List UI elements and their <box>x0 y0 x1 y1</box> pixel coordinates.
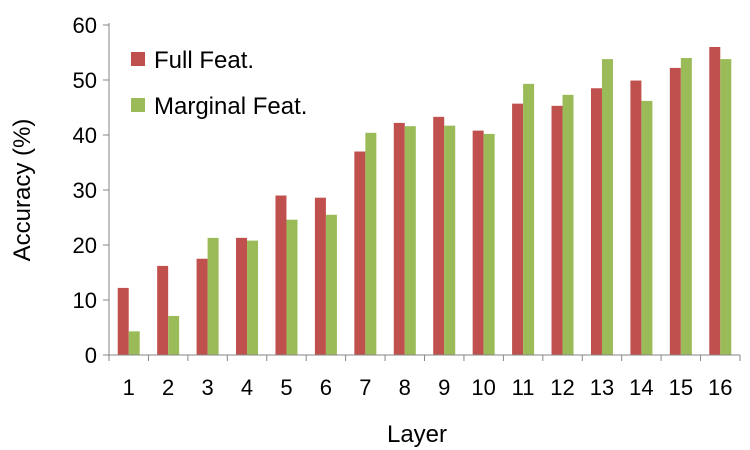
x-tick-label: 10 <box>471 375 495 400</box>
x-tick-label: 13 <box>590 375 614 400</box>
x-tick-label: 2 <box>162 375 174 400</box>
bar-full-layer-1 <box>117 287 129 355</box>
legend-swatch-full <box>131 52 145 66</box>
bar-marginal-layer-7 <box>365 132 377 355</box>
x-tick-label: 16 <box>708 375 732 400</box>
y-tick-label: 20 <box>73 233 97 258</box>
bar-marginal-layer-4 <box>247 240 259 355</box>
bar-marginal-layer-8 <box>404 126 416 355</box>
bar-marginal-layer-3 <box>207 237 219 355</box>
bar-full-layer-13 <box>590 88 602 355</box>
x-tick-label: 4 <box>241 375 253 400</box>
y-tick-label: 60 <box>73 13 97 38</box>
x-tick-label: 3 <box>201 375 213 400</box>
bar-full-layer-3 <box>196 258 208 355</box>
y-tick-label: 0 <box>85 343 97 368</box>
x-tick-label: 6 <box>320 375 332 400</box>
y-tick-label: 30 <box>73 178 97 203</box>
legend: Full Feat. Marginal Feat. <box>131 47 307 120</box>
bar-full-layer-12 <box>551 105 563 355</box>
y-tick-label: 40 <box>73 123 97 148</box>
bar-full-layer-7 <box>354 151 366 355</box>
bar-marginal-layer-15 <box>680 58 692 355</box>
x-tick-label: 9 <box>438 375 450 400</box>
x-tick-label: 1 <box>123 375 135 400</box>
bar-marginal-layer-2 <box>168 315 180 355</box>
bar-full-layer-2 <box>157 265 169 355</box>
bar-marginal-layer-10 <box>483 133 495 355</box>
bar-marginal-layer-14 <box>641 100 653 356</box>
bar-marginal-layer-13 <box>601 59 613 355</box>
x-tick-label: 12 <box>550 375 574 400</box>
bar-marginal-layer-9 <box>444 125 456 356</box>
bar-full-layer-9 <box>433 116 445 355</box>
x-tick-label: 11 <box>512 375 535 400</box>
bar-marginal-layer-1 <box>128 331 140 355</box>
bar-full-layer-5 <box>275 195 287 355</box>
bars-layer <box>117 47 732 356</box>
x-tick-label: 14 <box>629 375 653 400</box>
bar-marginal-layer-11 <box>523 83 535 355</box>
legend-label-marginal: Marginal Feat. <box>154 93 307 120</box>
bar-full-layer-8 <box>393 122 405 356</box>
bar-marginal-layer-6 <box>325 214 337 355</box>
bar-full-layer-11 <box>512 103 524 356</box>
bar-full-layer-6 <box>314 197 326 355</box>
bar-full-layer-4 <box>236 237 248 355</box>
x-axis-title: Layer <box>387 421 447 448</box>
y-axis-title: Accuracy (%) <box>9 119 36 262</box>
bar-marginal-layer-16 <box>720 59 732 355</box>
y-tick-label: 10 <box>73 288 97 313</box>
y-tick-label: 50 <box>73 68 97 93</box>
x-tick-label: 5 <box>280 375 292 400</box>
legend-swatch-marginal <box>131 98 145 112</box>
x-tick-label: 8 <box>399 375 411 400</box>
bar-marginal-layer-5 <box>286 219 298 355</box>
legend-label-full: Full Feat. <box>154 47 254 74</box>
bar-full-layer-10 <box>472 130 484 355</box>
bar-full-layer-15 <box>669 67 681 356</box>
x-tick-label: 15 <box>669 375 693 400</box>
bar-marginal-layer-12 <box>562 94 574 355</box>
x-tick-label: 7 <box>359 375 371 400</box>
bar-full-layer-14 <box>630 80 642 356</box>
bar-full-layer-16 <box>709 47 721 355</box>
